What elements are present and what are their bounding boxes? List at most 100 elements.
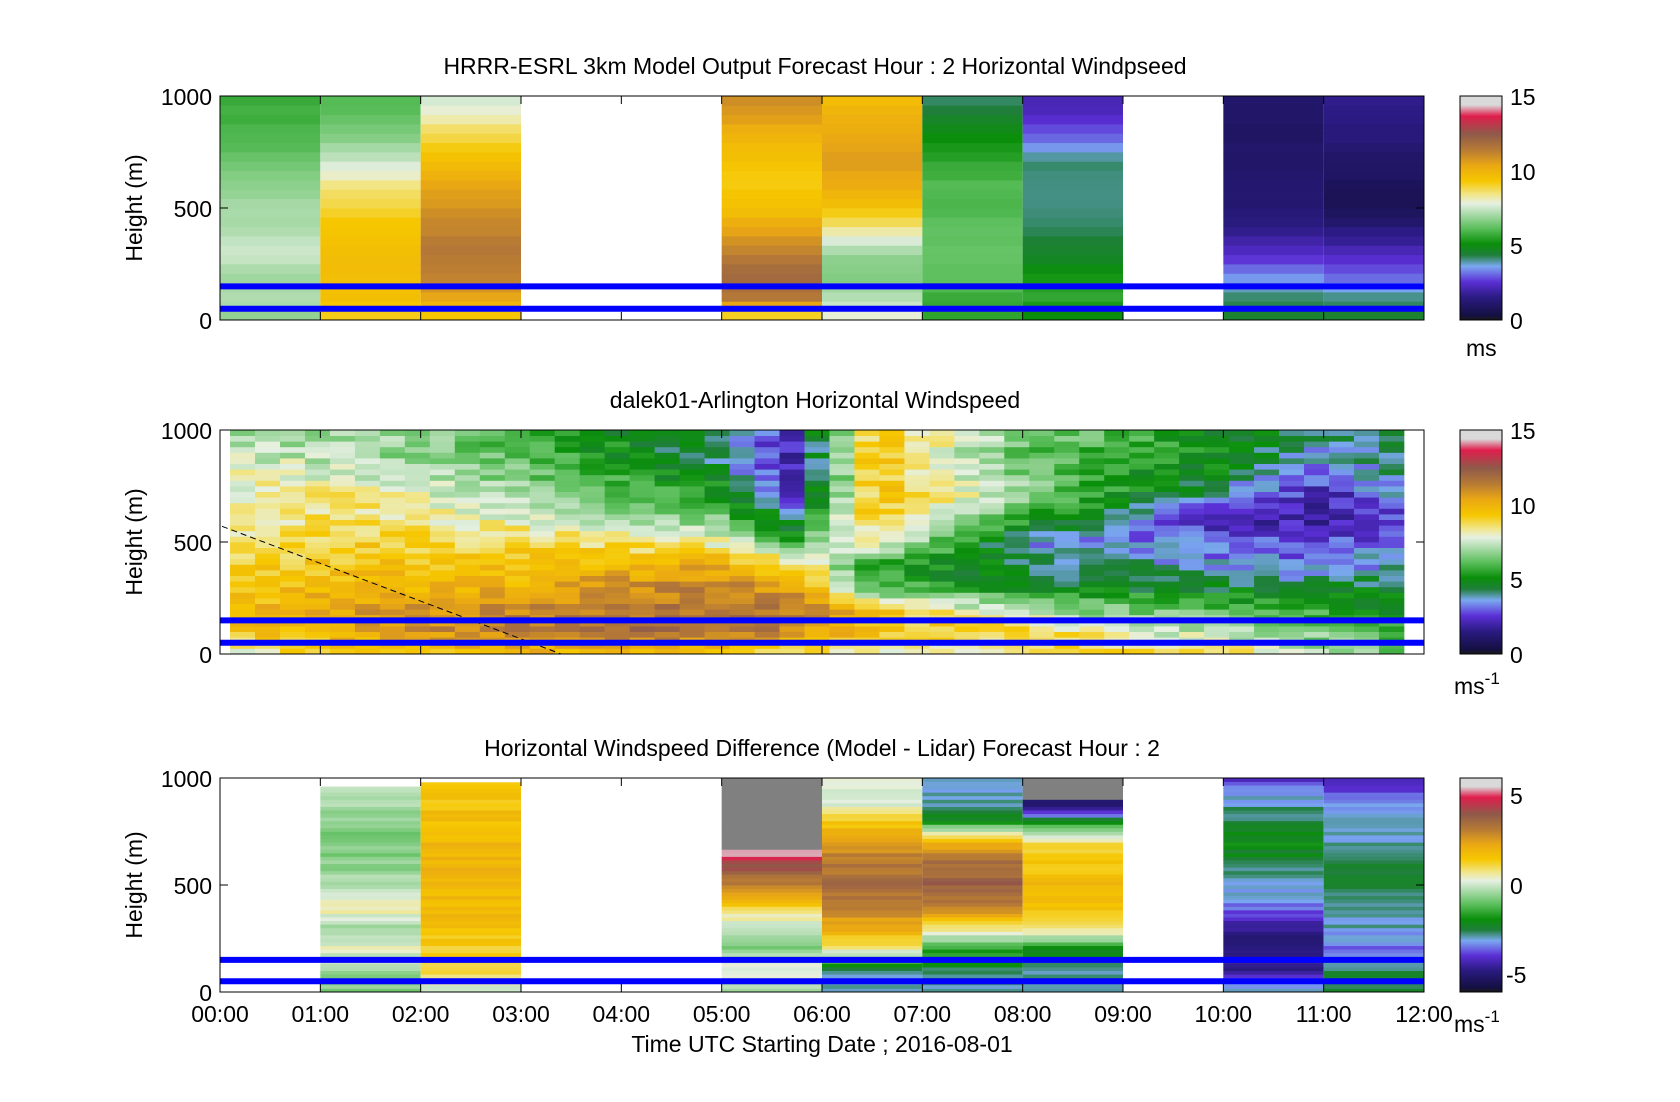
difference-cell bbox=[320, 856, 421, 861]
lidar-cell bbox=[1204, 547, 1230, 554]
difference-cell bbox=[320, 824, 421, 829]
lidar-cell bbox=[979, 486, 1005, 492]
lidar-cell bbox=[379, 581, 406, 588]
lidar-cell bbox=[1204, 530, 1230, 537]
lidar-cell bbox=[954, 581, 980, 588]
difference-cell bbox=[822, 924, 923, 929]
lidar-cell bbox=[604, 452, 631, 459]
panel-lidar-ytick-500: 500 bbox=[174, 530, 212, 556]
lidar-cell bbox=[879, 564, 905, 571]
lidar-cell bbox=[629, 430, 656, 436]
lidar-cell bbox=[1353, 581, 1380, 588]
model-cell bbox=[320, 170, 421, 181]
lidar-cell bbox=[529, 508, 556, 515]
lidar-cell bbox=[1329, 486, 1355, 492]
difference-cell bbox=[1022, 909, 1123, 914]
model-cell bbox=[1223, 161, 1324, 172]
difference-cell bbox=[1223, 842, 1324, 847]
difference-cell bbox=[721, 988, 822, 993]
difference-cell bbox=[320, 888, 421, 893]
lidar-cell bbox=[829, 508, 855, 515]
difference-cell bbox=[320, 949, 421, 954]
lidar-cell bbox=[1129, 570, 1155, 576]
difference-cell bbox=[1223, 852, 1324, 857]
lidar-cell bbox=[704, 458, 730, 464]
panel-lidar-title: dalek01-Arlington Horizontal Windspeed bbox=[610, 387, 1020, 413]
lidar-cell bbox=[454, 553, 481, 560]
lidar-cell bbox=[429, 525, 456, 532]
difference-cell bbox=[922, 838, 1023, 843]
lidar-cell bbox=[729, 514, 755, 520]
lidar-cell bbox=[1154, 558, 1180, 565]
lidar-cell bbox=[404, 626, 431, 632]
lidar-cell bbox=[854, 581, 880, 588]
lidar-cell bbox=[1279, 609, 1305, 616]
lidar-cell bbox=[1279, 553, 1305, 560]
model-cell bbox=[220, 189, 321, 200]
lidar-cell bbox=[1329, 570, 1355, 576]
difference-cell bbox=[420, 881, 521, 886]
difference-cell bbox=[420, 892, 521, 897]
difference-cell bbox=[822, 845, 923, 850]
lidar-cell bbox=[504, 553, 531, 560]
lidar-cell bbox=[1329, 508, 1355, 515]
lidar-cell bbox=[1079, 480, 1105, 487]
lidar-cell bbox=[804, 598, 830, 604]
lidar-cell bbox=[1254, 530, 1280, 537]
lidar-cell bbox=[529, 564, 556, 571]
lidar-cell bbox=[1279, 491, 1305, 498]
difference-cell bbox=[922, 835, 1023, 840]
lidar-cell bbox=[879, 581, 905, 588]
lidar-cell bbox=[554, 446, 581, 453]
model-cell bbox=[922, 310, 1023, 321]
difference-cell bbox=[1022, 827, 1123, 832]
lidar-cell bbox=[704, 536, 730, 543]
x-tick-label: 11:00 bbox=[1296, 1001, 1352, 1027]
lidar-cell bbox=[1154, 502, 1180, 509]
lidar-cell bbox=[255, 598, 281, 604]
difference-cell bbox=[1223, 781, 1324, 786]
lidar-cell bbox=[554, 463, 581, 470]
lidar-cell bbox=[1104, 463, 1130, 470]
lidar-cell bbox=[954, 525, 980, 532]
lidar-cell bbox=[954, 536, 980, 543]
lidar-cell bbox=[629, 581, 656, 588]
panel-model-cbar-unit: ms bbox=[1466, 335, 1497, 361]
lidar-cell bbox=[729, 452, 755, 459]
lidar-cell bbox=[1229, 469, 1255, 476]
panel-model-heatmap bbox=[220, 96, 1424, 321]
lidar-cell bbox=[954, 570, 980, 576]
lidar-cell bbox=[1079, 598, 1105, 604]
lidar-cell bbox=[1329, 581, 1355, 588]
difference-cell bbox=[320, 931, 421, 936]
lidar-cell bbox=[1378, 570, 1405, 576]
lidar-cell bbox=[1378, 435, 1405, 442]
difference-cell bbox=[320, 952, 421, 957]
model-cell bbox=[1022, 170, 1123, 181]
panel-difference-reference-lines bbox=[220, 956, 1424, 985]
difference-cell bbox=[1022, 988, 1123, 993]
difference-cell bbox=[822, 831, 923, 836]
difference-cell bbox=[320, 852, 421, 857]
lidar-cell bbox=[779, 530, 805, 537]
lidar-cell bbox=[1079, 558, 1105, 565]
lidar-cell bbox=[279, 570, 306, 576]
lidar-cell bbox=[1353, 519, 1380, 526]
difference-cell bbox=[320, 984, 421, 989]
difference-cell bbox=[320, 831, 421, 836]
panel-difference-cbar-tick-5: 5 bbox=[1510, 783, 1523, 809]
model-cell bbox=[922, 170, 1023, 181]
lidar-cell bbox=[979, 603, 1005, 610]
model-cell bbox=[1223, 170, 1324, 181]
lidar-cell bbox=[1254, 514, 1280, 520]
lidar-cell bbox=[429, 586, 456, 593]
lidar-cell bbox=[379, 648, 406, 655]
lidar-cell bbox=[379, 558, 406, 565]
lidar-cell bbox=[704, 497, 730, 504]
lidar-cell bbox=[304, 592, 331, 599]
difference-cell bbox=[822, 792, 923, 797]
lidar-cell bbox=[754, 441, 780, 448]
lidar-cell bbox=[1079, 452, 1105, 459]
lidar-cell bbox=[1229, 480, 1255, 487]
lidar-cell bbox=[654, 519, 681, 526]
